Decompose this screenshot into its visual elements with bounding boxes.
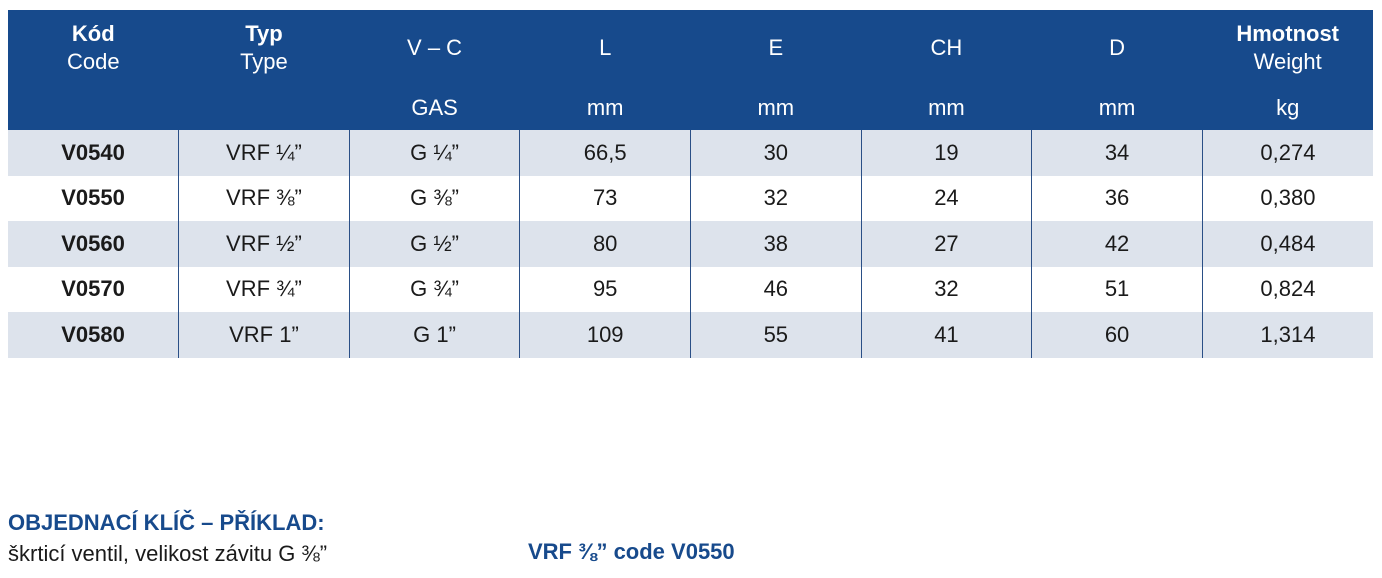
order-key-example-code: VRF ⅜” code V0550 bbox=[528, 539, 735, 564]
cell-weight: 0,380 bbox=[1201, 175, 1373, 221]
table-row: V0560 VRF ½” G ½” 80 38 27 42 0,484 bbox=[8, 221, 1373, 267]
cell-code: V0580 bbox=[8, 312, 179, 358]
header-l: L bbox=[519, 10, 691, 86]
cell-weight: 0,824 bbox=[1201, 266, 1373, 312]
cell-l: 109 bbox=[519, 312, 691, 358]
cell-thread: G ⅜” bbox=[348, 175, 520, 221]
header-e-label: E bbox=[768, 35, 784, 60]
header-code-cs: Kód bbox=[71, 21, 115, 46]
table-row: V0580 VRF 1” G 1” 109 55 41 60 1,314 bbox=[8, 312, 1373, 358]
unit-code bbox=[8, 86, 179, 130]
unit-thread: GAS bbox=[349, 86, 520, 130]
header-d: D bbox=[1031, 10, 1203, 86]
order-key-description: škrticí ventil, velikost závitu G ⅜” bbox=[8, 541, 328, 566]
cell-code: V0550 bbox=[8, 175, 179, 221]
header-l-label: L bbox=[599, 35, 612, 60]
cell-ch: 32 bbox=[860, 266, 1032, 312]
cell-thread: G ½” bbox=[348, 221, 520, 267]
unit-ch: mm bbox=[861, 86, 1032, 130]
unit-l: mm bbox=[519, 86, 691, 130]
header-type: Typ Type bbox=[178, 10, 350, 86]
header-row-labels: Kód Code Typ Type V – C L E CH D bbox=[8, 10, 1373, 86]
header-code-en: Code bbox=[67, 49, 120, 74]
table-row: V0550 VRF ⅜” G ⅜” 73 32 24 36 0,380 bbox=[8, 175, 1373, 221]
cell-thread: G ¾” bbox=[348, 266, 520, 312]
cell-weight: 0,274 bbox=[1201, 130, 1373, 176]
header-thread: V – C bbox=[349, 10, 520, 86]
product-dimensions-table: Kód Code Typ Type V – C L E CH D bbox=[8, 10, 1373, 358]
cell-weight: 1,314 bbox=[1201, 312, 1373, 358]
header-row-units: GAS mm mm mm mm kg bbox=[8, 86, 1373, 130]
header-weight: Hmotnost Weight bbox=[1202, 10, 1373, 86]
cell-d: 42 bbox=[1031, 221, 1203, 267]
cell-ch: 24 bbox=[860, 175, 1032, 221]
cell-l: 80 bbox=[519, 221, 691, 267]
cell-code: V0540 bbox=[8, 130, 179, 176]
unit-type bbox=[178, 86, 350, 130]
cell-l: 95 bbox=[519, 266, 691, 312]
cell-l: 66,5 bbox=[519, 130, 691, 176]
cell-ch: 27 bbox=[860, 221, 1032, 267]
unit-e: mm bbox=[690, 86, 862, 130]
cell-thread: G ¼” bbox=[348, 130, 520, 176]
table-row: V0540 VRF ¼” G ¼” 66,5 30 19 34 0,274 bbox=[8, 130, 1373, 176]
header-type-en: Type bbox=[240, 49, 288, 74]
header-e: E bbox=[690, 10, 862, 86]
cell-e: 38 bbox=[690, 221, 862, 267]
header-d-label: D bbox=[1109, 35, 1125, 60]
cell-type: VRF ¼” bbox=[178, 130, 350, 176]
cell-d: 51 bbox=[1031, 266, 1203, 312]
header-ch: CH bbox=[861, 10, 1032, 86]
table-row: V0570 VRF ¾” G ¾” 95 46 32 51 0,824 bbox=[8, 266, 1373, 312]
header-code: Kód Code bbox=[8, 10, 179, 86]
cell-type: VRF ½” bbox=[178, 221, 350, 267]
header-weight-cs: Hmotnost bbox=[1236, 21, 1340, 46]
header-ch-label: CH bbox=[930, 35, 963, 60]
cell-code: V0570 bbox=[8, 266, 179, 312]
unit-weight: kg bbox=[1202, 86, 1373, 130]
header-type-cs: Typ bbox=[245, 21, 283, 46]
cell-d: 34 bbox=[1031, 130, 1203, 176]
cell-e: 30 bbox=[690, 130, 862, 176]
cell-thread: G 1” bbox=[348, 312, 520, 358]
cell-d: 60 bbox=[1031, 312, 1203, 358]
cell-ch: 41 bbox=[860, 312, 1032, 358]
cell-e: 55 bbox=[690, 312, 862, 358]
cell-type: VRF ¾” bbox=[178, 266, 350, 312]
cell-code: V0560 bbox=[8, 221, 179, 267]
cell-weight: 0,484 bbox=[1201, 221, 1373, 267]
cell-d: 36 bbox=[1031, 175, 1203, 221]
header-thread-label: V – C bbox=[407, 35, 463, 60]
cell-e: 32 bbox=[690, 175, 862, 221]
cell-l: 73 bbox=[519, 175, 691, 221]
cell-type: VRF ⅜” bbox=[178, 175, 350, 221]
unit-d: mm bbox=[1031, 86, 1203, 130]
cell-e: 46 bbox=[690, 266, 862, 312]
header-weight-en: Weight bbox=[1253, 49, 1322, 74]
cell-type: VRF 1” bbox=[178, 312, 350, 358]
order-key-title: OBJEDNACÍ KLÍČ – PŘÍKLAD: bbox=[8, 510, 325, 535]
cell-ch: 19 bbox=[860, 130, 1032, 176]
